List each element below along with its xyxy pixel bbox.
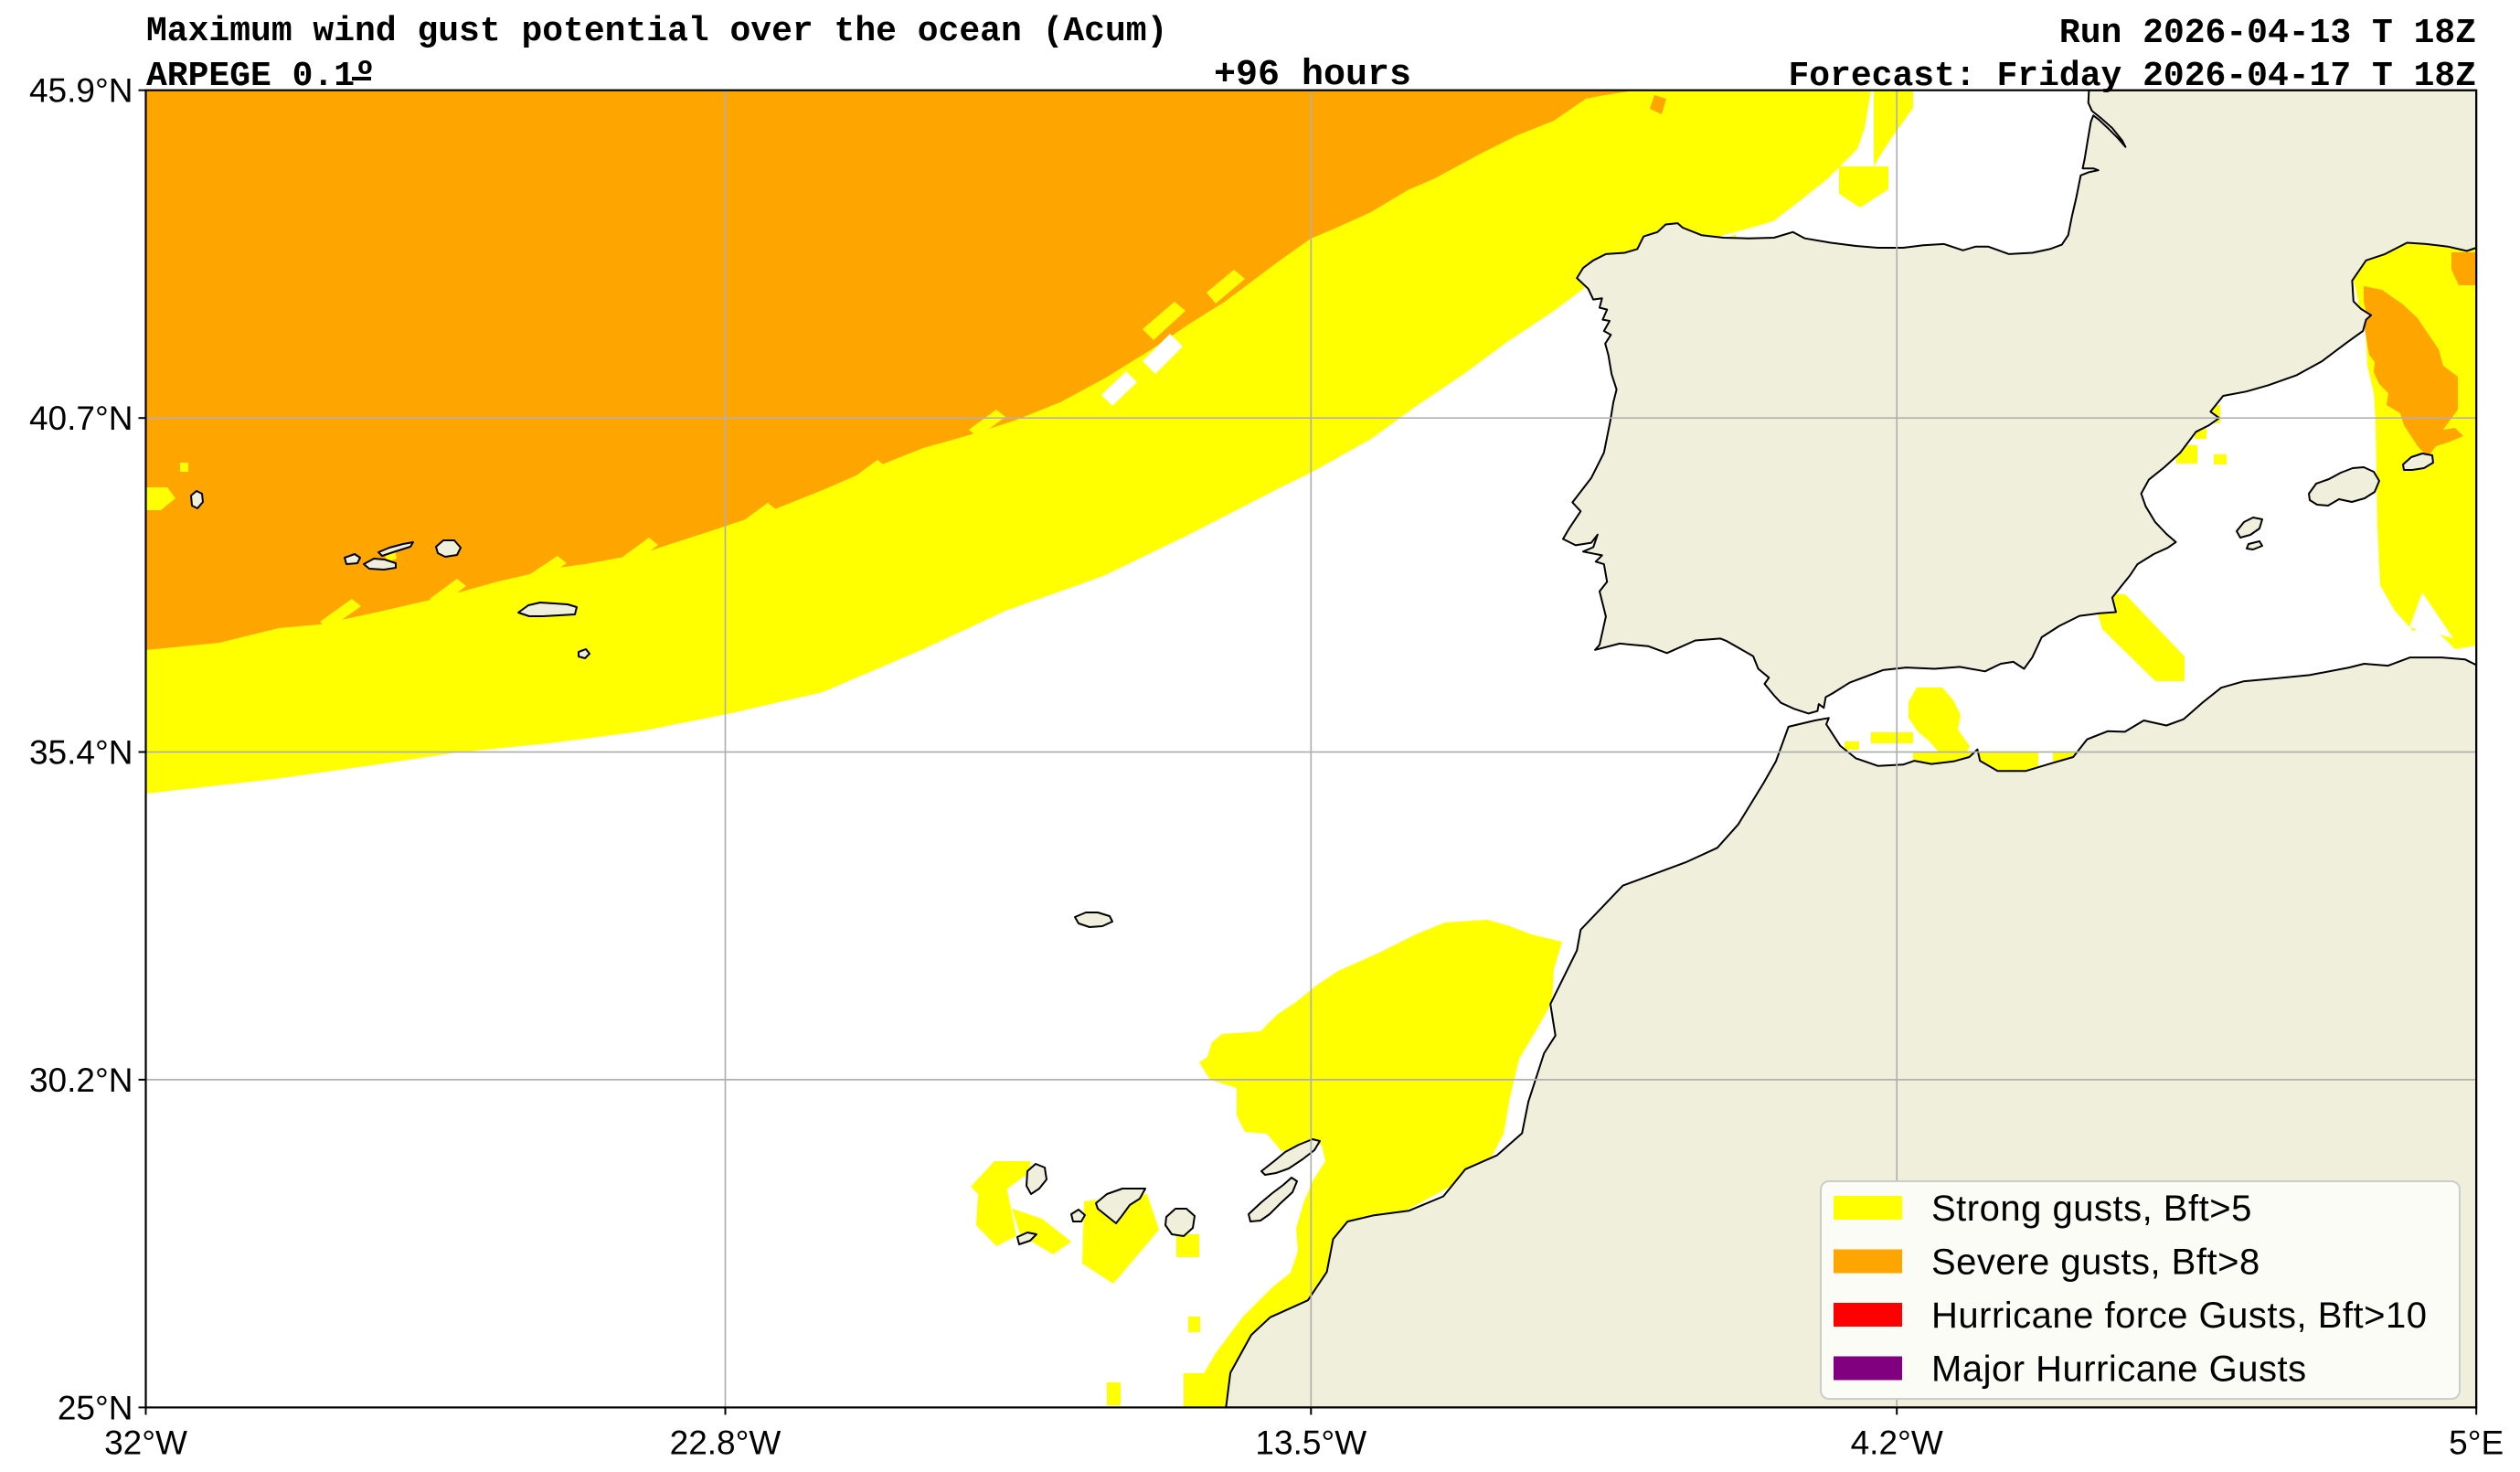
svg-text:Forecast: Friday 2026-04-17 T: Forecast: Friday 2026-04-17 T 18Z: [1788, 57, 2476, 96]
svg-text:30.2°N: 30.2°N: [29, 1061, 133, 1099]
svg-text:40.7°N: 40.7°N: [29, 400, 133, 437]
svg-text:4.2°W: 4.2°W: [1851, 1424, 1943, 1461]
svg-text:ARPEGE 0.1º: ARPEGE 0.1º: [146, 57, 376, 96]
svg-text:Hurricane force Gusts, Bft>10: Hurricane force Gusts, Bft>10: [1931, 1296, 2428, 1336]
svg-text:35.4°N: 35.4°N: [29, 734, 133, 772]
svg-text:25°N: 25°N: [58, 1389, 133, 1426]
svg-text:Maximum wind gust potential ov: Maximum wind gust potential over the oce…: [146, 12, 1167, 51]
svg-text:22.8°W: 22.8°W: [670, 1424, 782, 1461]
svg-text:45.9°N: 45.9°N: [29, 72, 133, 110]
svg-text:5°E: 5°E: [2449, 1424, 2504, 1461]
svg-text:13.5°W: 13.5°W: [1255, 1424, 1366, 1461]
svg-text:+96 hours: +96 hours: [1214, 55, 1411, 96]
svg-text:32°W: 32°W: [104, 1424, 187, 1461]
svg-text:Strong gusts, Bft>5: Strong gusts, Bft>5: [1931, 1189, 2252, 1229]
svg-text:Major Hurricane Gusts: Major Hurricane Gusts: [1931, 1349, 2307, 1390]
svg-text:Severe gusts, Bft>8: Severe gusts, Bft>8: [1931, 1243, 2260, 1283]
svg-text:Run 2026-04-13 T 18Z: Run 2026-04-13 T 18Z: [2059, 14, 2476, 53]
